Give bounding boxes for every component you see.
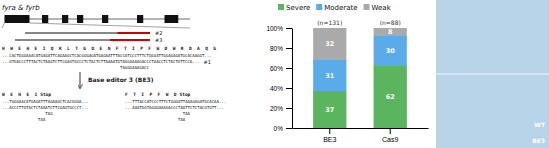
annotation: #3 <box>155 37 162 43</box>
exon <box>102 15 108 23</box>
photo-panel: WT BE3 <box>436 0 549 148</box>
bar-segment <box>313 91 346 128</box>
annotation: ...ACCCTTGTACTCTAAATCTTCGAGTGCCCT... <box>2 105 89 110</box>
photo-divider <box>436 74 549 75</box>
exon <box>77 15 83 23</box>
tick: 0% <box>274 125 292 132</box>
tick-mark <box>329 128 330 134</box>
exon <box>42 15 48 23</box>
bar-segment <box>374 36 407 66</box>
annotation: TAGGGAAAGACC <box>120 65 149 70</box>
annotation: Base editor 3 (BE3) <box>88 76 154 83</box>
legend: Severe Moderate Weak <box>278 4 392 12</box>
annotation: H W E H E I Q K L T G D E N F T I P F W … <box>2 46 216 51</box>
axis-line <box>292 29 293 129</box>
annotation: ...TTTACCATCCCTTTCTGGGATTAAAGAGATGCACAA.… <box>125 99 226 104</box>
annotation: TAG <box>45 111 53 116</box>
legend-label: Moderate <box>324 4 357 12</box>
tick-mark <box>286 68 292 69</box>
tick-label: 80% <box>270 45 283 52</box>
tick-mark <box>286 108 292 109</box>
annotation: TAA <box>183 111 191 116</box>
tick: 20% <box>270 105 292 112</box>
n-label: (n=88) <box>380 19 401 26</box>
n-label: (n=131) <box>317 19 342 26</box>
bar-segment <box>374 66 407 128</box>
annotation: TAA <box>178 117 186 122</box>
tick-label: 60% <box>270 65 283 72</box>
annotation: ...GTGACCCTTTACTCTAAGTCTTCGAGTGCCCTCTACT… <box>2 59 199 64</box>
data-labels: 37 62 31 30 32 8 <box>325 28 395 114</box>
y-axis: 0% 20% 40% 60% 80% 100% <box>266 25 292 132</box>
tick-mark <box>390 128 391 134</box>
zoom-line <box>30 23 191 28</box>
annotation: ...CACTGGGAAACATGAGATTCAGAAGCTCACGGGAGAT… <box>2 53 212 58</box>
bar-segment <box>374 28 407 36</box>
x-axis: BE3 Cas9 <box>293 128 429 143</box>
arrow <box>80 72 81 88</box>
exon <box>5 15 30 23</box>
guide-target <box>110 39 150 41</box>
tick-label: 40% <box>270 85 283 92</box>
exon <box>165 15 179 23</box>
tick-label: Cas9 <box>382 136 398 143</box>
tick: 80% <box>270 45 292 52</box>
bar-segment <box>313 28 346 60</box>
tick: 100% <box>266 25 292 32</box>
legend-swatch <box>278 4 284 10</box>
tick-label: BE3 <box>323 136 336 143</box>
data-label: 62 <box>386 93 395 101</box>
legend-label: Severe <box>286 4 310 12</box>
legend-swatch <box>364 4 370 10</box>
axis-line <box>293 128 429 129</box>
annotation: fyra & fyrb <box>2 4 40 12</box>
tick: 40% <box>270 85 292 92</box>
annotation: W E H E I <box>2 92 38 97</box>
bars <box>313 28 407 128</box>
legend-label: Weak <box>372 4 392 12</box>
exon <box>62 15 68 23</box>
annotation: WT <box>534 121 546 128</box>
annotation: TAA <box>38 117 46 122</box>
guide-target <box>118 32 151 34</box>
photo-background <box>436 0 549 148</box>
tick-mark <box>286 48 292 49</box>
zoom-line <box>2 23 5 28</box>
figure: fyra & fyrb #2#3 H W E H E I Q K L T G D E… <box>0 0 549 148</box>
tick: Cas9 <box>382 128 398 143</box>
diagram-panel: fyra & fyrb #2#3 H W E H E I Q K L T G D E… <box>2 4 226 122</box>
tick-mark <box>286 88 292 89</box>
data-label: 32 <box>325 40 334 48</box>
annotation: F T I P F W D <box>125 92 177 97</box>
annotation: Stop <box>40 92 51 97</box>
tick-label: 0% <box>274 125 284 132</box>
tick-mark <box>286 28 292 29</box>
annotation: #1 <box>203 59 210 65</box>
legend-swatch <box>316 4 322 10</box>
tick: 60% <box>270 65 292 72</box>
bar-segment <box>313 60 346 91</box>
annotation: Stop <box>179 92 190 97</box>
tick: BE3 <box>323 128 336 143</box>
annotation: ...TGGGAACATGAGATTTAGAAGCTCACGGGA... <box>2 99 89 104</box>
exon <box>137 15 143 23</box>
tick-mark <box>286 128 292 129</box>
gene-backbone <box>5 19 191 20</box>
annotation: #2 <box>155 30 162 36</box>
guide-line <box>15 40 150 41</box>
data-label: 8 <box>388 28 393 36</box>
guide-line <box>25 33 150 34</box>
tick-label: 100% <box>266 25 283 32</box>
tick-label: 20% <box>270 105 283 112</box>
data-label: 31 <box>325 72 335 80</box>
data-label: 37 <box>325 106 334 114</box>
annotation: BE3 <box>532 137 545 144</box>
annotation: ...AAATGGTAGGGAAAGACCCTAATTCTCTACGTGTT..… <box>125 105 224 110</box>
data-label: 30 <box>386 47 396 55</box>
bar-chart: 37 62 31 30 32 8 (n=131) (n=88) <box>313 19 407 128</box>
